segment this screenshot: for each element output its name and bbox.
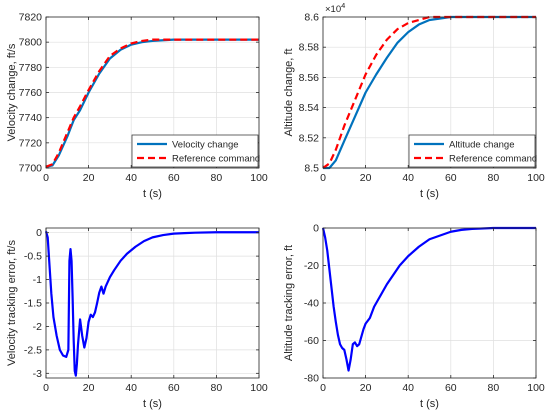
y-tick-label: 7740 [19,112,43,124]
y-tick-label: -2 [33,321,42,333]
legend-label-2: Reference command [172,154,260,165]
axis-multiplier-exponent: 4 [341,1,345,10]
y-tick-label: -3 [33,368,42,380]
x-tick-label: 80 [488,382,500,394]
x-tick-label: 0 [43,172,49,184]
chart-panel-2: 0 20 40 60 80 100 8.5 8.52 8.54 8.56 8.58 8.6 t (s) A… [283,1,545,200]
y-tick-label: 7700 [19,163,43,175]
x-axis-label: t (s) [420,398,439,410]
x-tick-label: 40 [402,172,414,184]
y-axis-label: Velocity tracking error, ft/s [6,240,18,366]
x-axis-label: t (s) [143,398,162,410]
x-tick-label: 100 [527,382,545,394]
y-tick-label: 8.5 [304,163,319,175]
legend-box [408,134,536,168]
x-tick-label: 40 [402,382,414,394]
y-tick-label: -40 [304,298,319,310]
y-tick-label: -60 [304,335,319,347]
y-tick-label: -0.5 [24,251,42,263]
x-tick-label: 80 [211,172,223,184]
y-tick-label: -20 [304,260,319,272]
y-tick-label: 7820 [19,12,43,24]
y-tick-label: 7800 [19,37,43,49]
x-tick-label: 60 [168,172,180,184]
y-tick-label: -2.5 [24,344,42,356]
x-tick-label: 20 [360,382,372,394]
x-tick-label: 0 [320,172,326,184]
x-tick-label: 40 [125,382,137,394]
series-line-1 [321,226,536,372]
y-tick-label: 8.56 [299,72,320,84]
y-axis-label: Altitude tracking error, ft [283,245,295,361]
chart-panel-4: 0 20 40 60 80 100 0 -20 -40 -60 -80 t (s) Altitude t… [283,223,545,411]
x-axis-label: t (s) [420,188,439,200]
x-tick-label: 100 [250,382,268,394]
y-tick-label: -1.5 [24,298,42,310]
x-axis-label: t (s) [143,188,162,200]
x-tick-label: 20 [83,382,95,394]
x-tick-label: 0 [43,382,49,394]
y-tick-label: 7720 [19,137,43,149]
series-line-1 [44,230,259,377]
legend-label-2: Reference command [449,154,537,165]
x-tick-label: 100 [250,172,268,184]
x-tick-label: 60 [445,172,457,184]
y-tick-label: 8.6 [304,12,319,24]
y-tick-label: 8.58 [299,42,320,54]
y-tick-label: 8.52 [299,132,320,144]
y-tick-label: 0 [36,227,42,239]
y-tick-label: 7780 [19,62,43,74]
axis-multiplier: ×104 [325,1,345,15]
axes-box [322,16,537,169]
x-tick-label: 80 [488,172,500,184]
x-tick-label: 20 [83,172,95,184]
legend-label-1: Velocity change [172,140,239,151]
legend-box [131,134,259,168]
x-tick-label: 80 [211,382,223,394]
y-tick-label: 8.54 [299,102,320,114]
x-tick-label: 60 [445,382,457,394]
x-tick-label: 20 [360,172,372,184]
x-tick-label: 100 [527,172,545,184]
y-tick-label: 7760 [19,87,43,99]
legend: Altitude change Reference command [408,134,537,168]
chart-panel-3: 0 20 40 60 80 100 0 -0.5 -1 -1.5 -2 -2.5 -3 t (s) Velo… [6,227,268,410]
y-axis-label: Altitude change, ft [283,48,295,136]
x-tick-label: 0 [320,382,326,394]
series-line-2 [322,15,536,169]
y-axis-label: Velocity change, ft/s [6,43,18,141]
x-tick-label: 60 [168,382,180,394]
y-tick-label: -80 [304,373,319,385]
chart-panel-1: 0 20 40 60 80 100 7700 7720 7740 7760 7780 7800 7820… [6,12,268,201]
legend-label-1: Altitude change [449,140,515,151]
y-tick-label: 0 [313,223,319,235]
y-tick-label: -1 [33,274,42,286]
legend: Velocity change Reference command [131,134,260,168]
x-tick-label: 40 [125,172,137,184]
series-line-2 [45,38,259,168]
